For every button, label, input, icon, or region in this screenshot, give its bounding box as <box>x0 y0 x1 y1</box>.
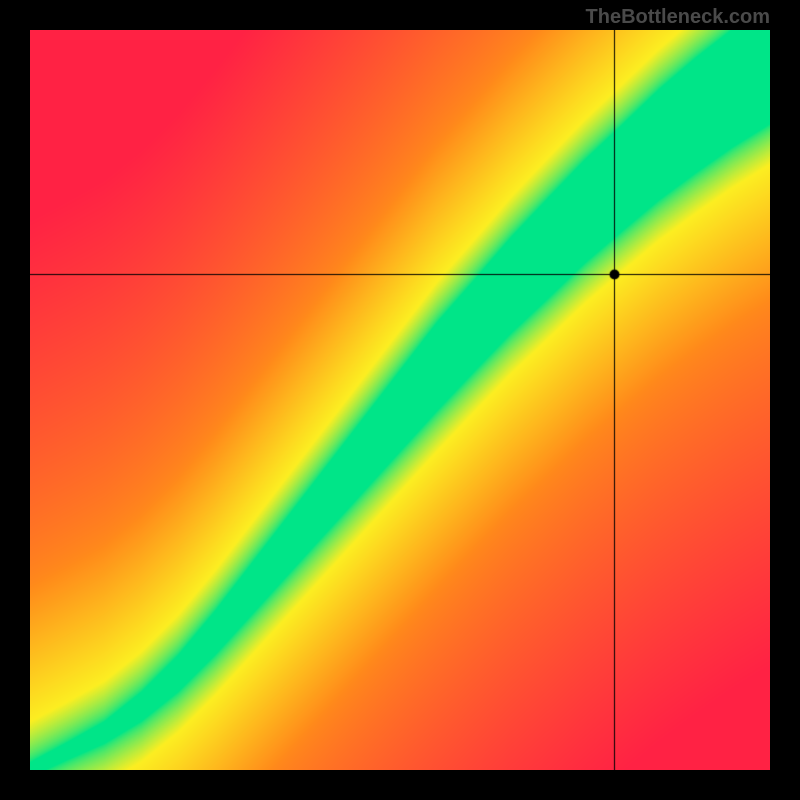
chart-container: TheBottleneck.com <box>0 0 800 800</box>
heatmap-canvas <box>30 30 770 770</box>
watermark-text: TheBottleneck.com <box>586 6 770 29</box>
plot-area <box>30 30 770 770</box>
